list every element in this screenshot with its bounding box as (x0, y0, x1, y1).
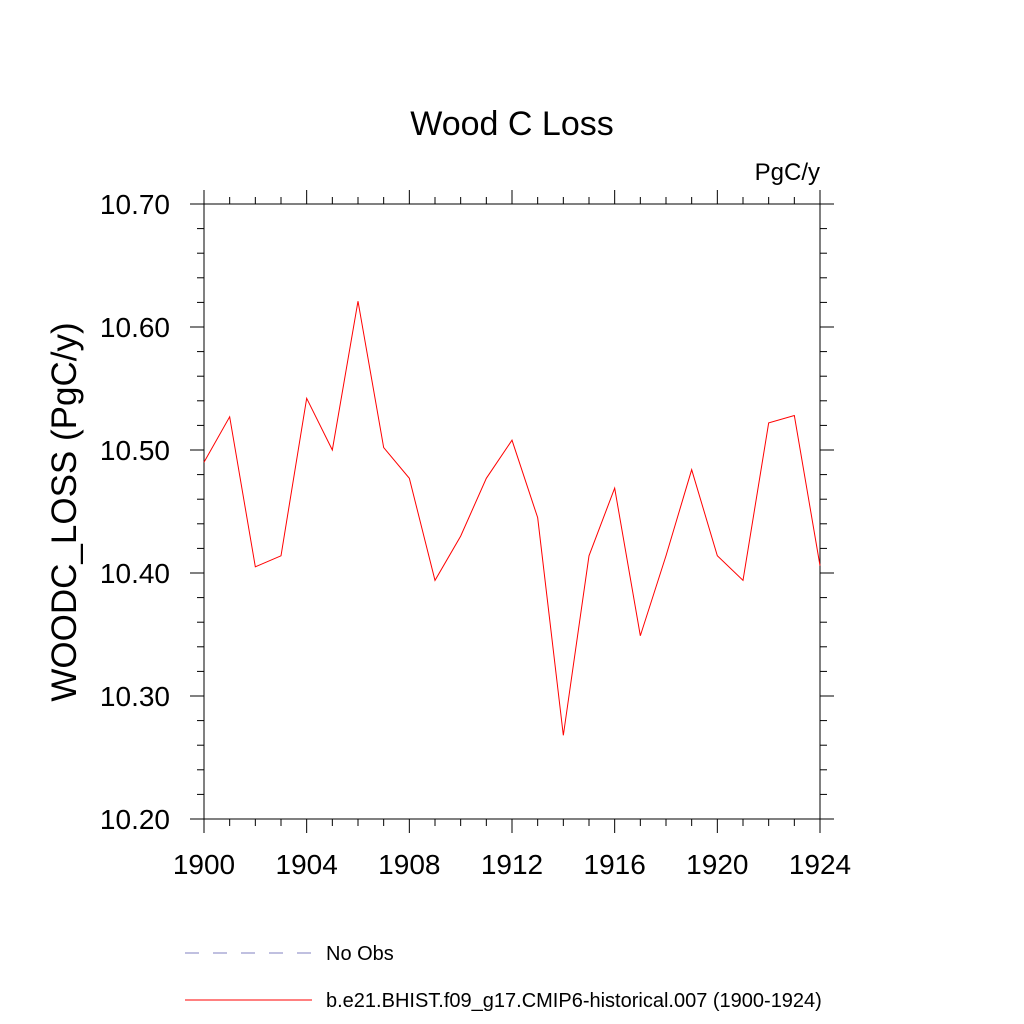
plot-frame (203, 203, 821, 820)
units-label: PgC/y (755, 159, 820, 186)
legend-item-model: b.e21.BHIST.f09_g17.CMIP6-historical.007… (185, 990, 822, 1012)
y-tick-labels: 10.20 10.30 10.40 10.50 10.60 10.70 (100, 189, 170, 835)
chart-title: Wood C Loss (410, 105, 613, 143)
y-tick-label: 10.40 (100, 558, 170, 589)
legend-label-no-obs: No Obs (326, 943, 394, 965)
series-line-1 (203, 301, 821, 736)
legend-label-model: b.e21.BHIST.f09_g17.CMIP6-historical.007… (326, 990, 822, 1012)
y-axis-label: WOODC_LOSS (PgC/y) (45, 322, 84, 701)
x-tick-label: 1908 (378, 849, 440, 880)
x-tick-label: 1924 (789, 849, 851, 880)
y-tick-label: 10.70 (100, 189, 170, 220)
legend: No Obs b.e21.BHIST.f09_g17.CMIP6-histori… (185, 943, 822, 1012)
x-tick-label: 1904 (276, 849, 338, 880)
x-tick-label: 1916 (584, 849, 646, 880)
y-tick-label: 10.60 (100, 312, 170, 343)
axis-ticks (190, 190, 834, 833)
x-tick-label: 1900 (173, 849, 235, 880)
legend-item-no-obs: No Obs (185, 943, 394, 965)
x-tick-label: 1920 (686, 849, 748, 880)
series-lines (203, 301, 821, 736)
x-tick-labels: 1900 1904 1908 1912 1916 1920 1924 (173, 849, 851, 880)
x-tick-label: 1912 (481, 849, 543, 880)
y-tick-label: 10.20 (100, 804, 170, 835)
y-tick-label: 10.50 (100, 435, 170, 466)
y-tick-label: 10.30 (100, 681, 170, 712)
